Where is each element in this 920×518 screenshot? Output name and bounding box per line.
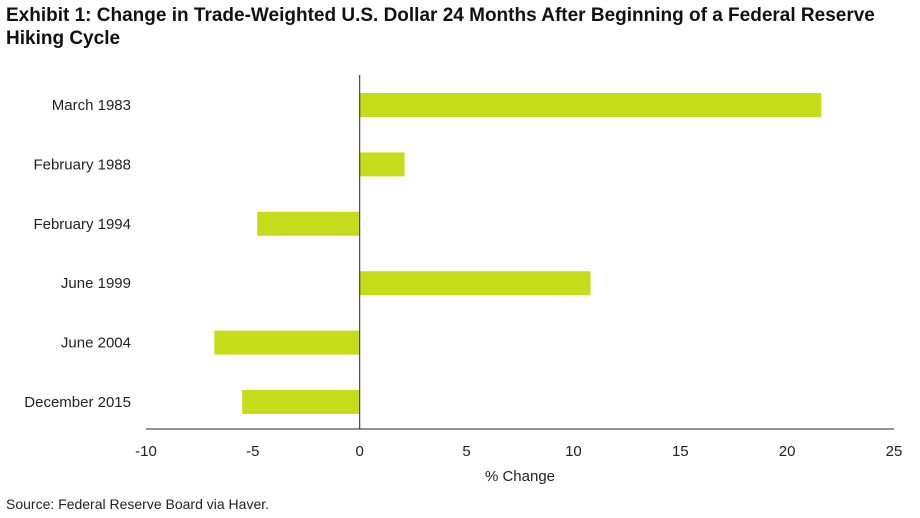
y-category-labels: March 1983 February 1988 February 1994 June… — [24, 97, 131, 411]
category-label-1: February 1988 — [33, 156, 131, 173]
bar-5 — [242, 390, 360, 414]
bar-3 — [359, 271, 591, 296]
x-tick-label-4: 10 — [565, 443, 582, 460]
chart-title: Exhibit 1: Change in Trade-Weighted U.S.… — [6, 5, 875, 49]
x-tick-label-3: 5 — [462, 443, 470, 460]
x-tick-label-2: 0 — [356, 443, 364, 460]
x-tick-label-1: -5 — [246, 443, 259, 460]
bar-0 — [359, 93, 822, 117]
x-tick-label-7: 25 — [886, 443, 903, 460]
category-label-0: March 1983 — [52, 97, 131, 114]
category-label-3: June 1999 — [61, 275, 131, 292]
category-label-2: February 1994 — [33, 216, 131, 233]
x-tick-label-6: 20 — [779, 443, 796, 460]
x-tick-label-0: -10 — [135, 443, 157, 460]
bar-2 — [257, 211, 360, 236]
bar-1 — [359, 152, 405, 177]
x-tick-labels: -10 -5 0 5 10 15 20 25 — [135, 443, 902, 460]
category-label-4: June 2004 — [61, 335, 131, 352]
source-note: Source: Federal Reserve Board via Haver. — [6, 496, 270, 512]
bars-group — [214, 93, 822, 414]
bar-4 — [214, 330, 360, 355]
category-label-5: December 2015 — [24, 394, 131, 411]
x-tick-label-5: 15 — [672, 443, 689, 460]
bar-chart: -10 -5 0 5 10 15 20 25 March 1983 February 1988 F… — [24, 75, 902, 485]
x-axis-label: % Change — [485, 468, 555, 485]
